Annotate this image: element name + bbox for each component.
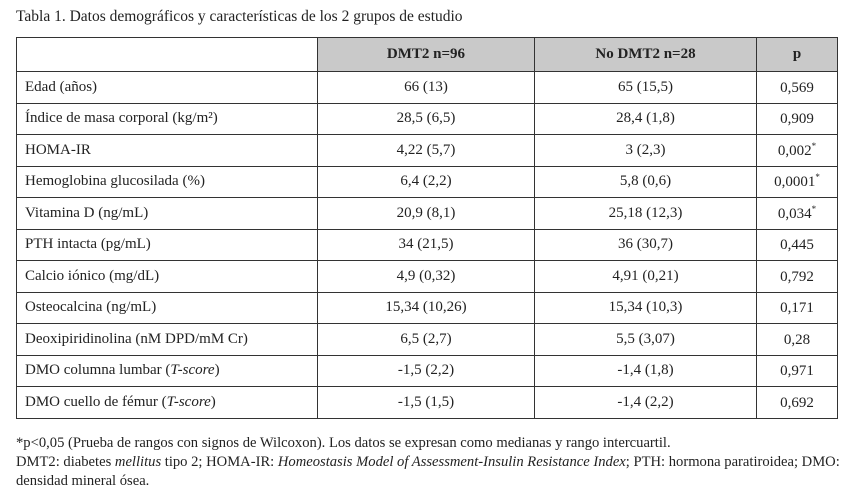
cell-p: 0,792 (756, 260, 838, 293)
cell-p: 0,971 (756, 354, 838, 387)
cell-dmt2: 6,4 (2,2) (317, 165, 535, 198)
table-row: Hemoglobina glucosilada (%) 6,4 (2,2) 5,… (16, 165, 838, 198)
cell-no-dmt2: 25,18 (12,3) (534, 197, 757, 230)
row-label: DMO cuello de fémur (T-score) (16, 386, 318, 419)
header-p: p (756, 37, 838, 72)
footnote-line1: *p<0,05 (Prueba de rangos con signos de … (16, 435, 671, 451)
table-row: PTH intacta (pg/mL) 34 (21,5) 36 (30,7) … (16, 228, 838, 261)
row-label-italic: T-score (170, 362, 215, 379)
row-label: Calcio iónico (mg/dL) (16, 260, 318, 293)
cell-p: 0,28 (756, 323, 838, 356)
p-value: 0,171 (780, 300, 814, 317)
footnote-text: ; PTH: hormona paratiroidea; DMO: densid… (16, 454, 840, 489)
cell-no-dmt2: -1,4 (2,2) (534, 386, 757, 419)
p-value: 0,569 (780, 79, 814, 96)
significance-mark: * (811, 203, 817, 214)
p-value: 0,909 (780, 111, 814, 128)
row-label-text: DMO columna lumbar ( (25, 362, 171, 379)
row-label: Hemoglobina glucosilada (%) (16, 165, 318, 198)
cell-dmt2: 4,9 (0,32) (317, 260, 535, 293)
cell-no-dmt2: 5,8 (0,6) (534, 165, 757, 198)
footnote-italic: mellitus (114, 454, 162, 470)
row-label: DMO columna lumbar (T-score) (16, 354, 318, 387)
significance-mark: * (811, 140, 817, 151)
cell-no-dmt2: 3 (2,3) (534, 134, 757, 167)
row-label-text: Vitamina D (ng/mL) (25, 204, 149, 221)
significance-mark: * (815, 172, 820, 183)
row-label: PTH intacta (pg/mL) (16, 228, 318, 261)
cell-no-dmt2: 65 (15,5) (534, 71, 757, 104)
cell-no-dmt2: 4,91 (0,21) (534, 260, 757, 293)
table-row: DMO columna lumbar (T-score) -1,5 (2,2) … (16, 354, 838, 387)
row-label-text: Índice de masa corporal (kg/m²) (25, 110, 218, 127)
cell-p: 0,002* (756, 134, 838, 167)
row-label-end: ) (210, 393, 216, 410)
footnote-text: tipo 2; HOMA-IR: (161, 454, 278, 470)
row-label: Edad (años) (16, 71, 318, 104)
header-empty (16, 37, 318, 72)
row-label-text: DMO cuello de fémur ( (25, 393, 167, 410)
cell-no-dmt2: -1,4 (1,8) (534, 354, 757, 387)
footnote: *p<0,05 (Prueba de rangos con signos de … (16, 434, 846, 491)
cell-p: 0,0001* (756, 165, 838, 198)
cell-dmt2: -1,5 (1,5) (317, 386, 535, 419)
row-label-text: Deoxipiridinolina (nM DPD/mM Cr) (25, 330, 248, 347)
row-label: HOMA-IR (16, 134, 318, 167)
table-row: Vitamina D (ng/mL) 20,9 (8,1) 25,18 (12,… (16, 197, 838, 230)
p-value: 0,28 (783, 331, 811, 348)
table-row: DMO cuello de fémur (T-score) -1,5 (1,5)… (16, 386, 838, 419)
p-value: 0,971 (780, 363, 814, 380)
cell-p: 0,692 (756, 386, 838, 419)
p-value: 0,445 (780, 237, 814, 254)
cell-dmt2: 28,5 (6,5) (317, 102, 535, 135)
p-value: 0,034 (777, 205, 812, 222)
cell-dmt2: 4,22 (5,7) (317, 134, 535, 167)
row-label-end: ) (214, 362, 220, 379)
cell-dmt2: 6,5 (2,7) (317, 323, 535, 356)
row-label-text: Hemoglobina glucosilada (%) (25, 173, 205, 190)
cell-dmt2: 66 (13) (317, 71, 535, 104)
p-value: 0,0001 (774, 174, 816, 191)
table-row: Calcio iónico (mg/dL) 4,9 (0,32) 4,91 (0… (16, 260, 838, 293)
data-table: DMT2 n=96 No DMT2 n=28 p Edad (años) 66 … (16, 37, 838, 419)
cell-no-dmt2: 28,4 (1,8) (534, 102, 757, 135)
footnote-text: DMT2: diabetes (16, 454, 115, 470)
row-label-text: HOMA-IR (25, 141, 91, 158)
row-label-italic: T-score (166, 393, 211, 410)
cell-no-dmt2: 36 (30,7) (534, 228, 757, 261)
cell-no-dmt2: 15,34 (10,3) (534, 291, 757, 324)
row-label: Índice de masa corporal (kg/m²) (16, 102, 318, 135)
table-row: HOMA-IR 4,22 (5,7) 3 (2,3) 0,002* (16, 134, 838, 167)
table-title: Tabla 1. Datos demográficos y caracterís… (16, 8, 463, 25)
cell-p: 0,171 (756, 291, 838, 324)
row-label: Vitamina D (ng/mL) (16, 197, 318, 230)
cell-no-dmt2: 5,5 (3,07) (534, 323, 757, 356)
header-dmt2: DMT2 n=96 (317, 37, 535, 72)
row-label-text: Osteocalcina (ng/mL) (25, 299, 157, 316)
row-label: Deoxipiridinolina (nM DPD/mM Cr) (16, 323, 318, 356)
cell-dmt2: 15,34 (10,26) (317, 291, 535, 324)
cell-p: 0,909 (756, 102, 838, 135)
cell-dmt2: 34 (21,5) (317, 228, 535, 261)
footnote-abbreviations: DMT2: diabetes mellitus tipo 2; HOMA-IR:… (16, 453, 846, 491)
footnote-italic: Homeostasis Model of Assessment-Insulin … (277, 454, 626, 470)
cell-p: 0,569 (756, 71, 838, 104)
cell-p: 0,034* (756, 197, 838, 230)
row-label-text: Edad (años) (25, 78, 98, 95)
cell-dmt2: -1,5 (2,2) (317, 354, 535, 387)
table-header-row: DMT2 n=96 No DMT2 n=28 p (16, 37, 838, 72)
row-label-text: PTH intacta (pg/mL) (25, 236, 151, 253)
row-label-text: Calcio iónico (mg/dL) (25, 267, 160, 284)
row-label: Osteocalcina (ng/mL) (16, 291, 318, 324)
p-value: 0,002 (777, 142, 812, 159)
table-row: Edad (años) 66 (13) 65 (15,5) 0,569 (16, 71, 838, 104)
cell-p: 0,445 (756, 228, 838, 261)
header-no-dmt2: No DMT2 n=28 (534, 37, 757, 72)
table-row: Osteocalcina (ng/mL) 15,34 (10,26) 15,34… (16, 291, 838, 324)
p-value: 0,692 (780, 394, 814, 411)
table-row: Índice de masa corporal (kg/m²) 28,5 (6,… (16, 102, 838, 135)
table-row: Deoxipiridinolina (nM DPD/mM Cr) 6,5 (2,… (16, 323, 838, 356)
cell-dmt2: 20,9 (8,1) (317, 197, 535, 230)
p-value: 0,792 (780, 268, 814, 285)
